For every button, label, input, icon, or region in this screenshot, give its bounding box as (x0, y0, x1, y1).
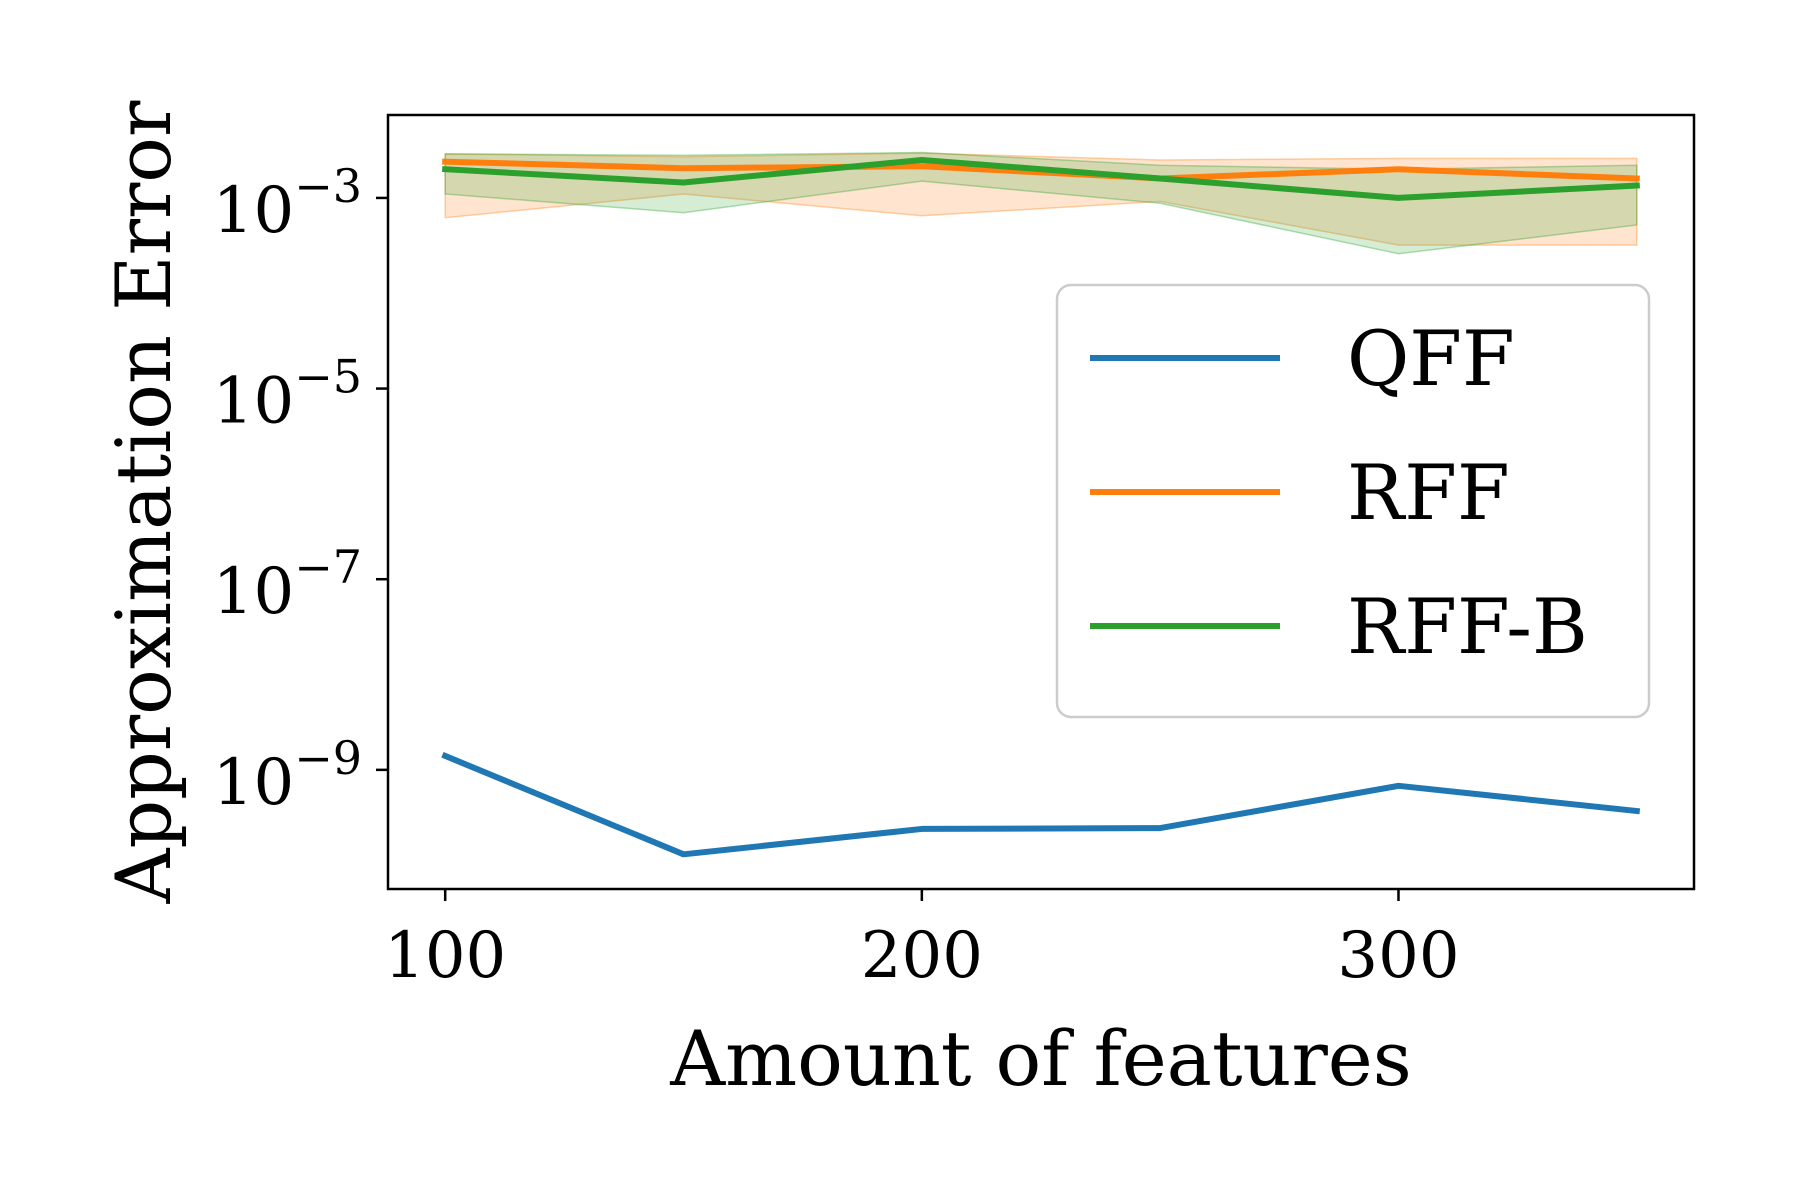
legend-label-rff-b: RFF-B (1347, 582, 1588, 671)
data-point-rff-b-250 (1157, 175, 1163, 181)
x-tick-label-200: 200 (861, 919, 983, 993)
legend-entries: QFF RFF RFF-B (1090, 314, 1588, 671)
x-tick-label-300: 300 (1337, 919, 1459, 993)
data-point-rff-b-300 (1395, 195, 1401, 201)
y-tick-label-10e-9: 10−9 (213, 731, 362, 820)
y-ticks-layer: 10−3 10−5 10−7 10−9 (213, 159, 388, 820)
data-point-rff-b-350 (1634, 183, 1640, 189)
data-point-rff-350 (1634, 175, 1640, 181)
data-point-rff-b-100 (442, 166, 448, 172)
x-tick-label-100: 100 (384, 919, 506, 993)
legend-label-qff: QFF (1347, 314, 1515, 403)
data-point-rff-200 (919, 163, 925, 169)
y-tick-label-10e-7: 10−7 (213, 540, 362, 629)
data-point-qff-200 (919, 826, 925, 832)
data-point-qff-350 (1634, 808, 1640, 814)
y-axis-label: Approximation Error (99, 100, 188, 904)
legend-box (1055, 283, 1651, 719)
lines-layer (441, 156, 1641, 858)
data-point-qff-150 (681, 851, 687, 857)
data-point-rff-b-150 (681, 180, 687, 186)
y-tick-label-10e-3: 10−3 (213, 159, 362, 248)
x-ticks-layer: 100 200 300 (384, 889, 1460, 993)
legend-label-rff: RFF (1347, 448, 1510, 537)
data-point-rff-300 (1395, 166, 1401, 172)
data-point-qff-100 (442, 753, 448, 759)
x-axis-label: Amount of features (669, 1014, 1412, 1103)
legend: QFF RFF RFF-B (1055, 283, 1651, 719)
data-point-qff-250 (1157, 825, 1163, 831)
data-point-qff-300 (1395, 783, 1401, 789)
series-line-rff (442, 158, 1640, 182)
data-point-rff-100 (442, 159, 448, 165)
data-point-rff-b-200 (919, 157, 925, 163)
plot-frame (386, 113, 1696, 891)
series-line-qff (441, 752, 1641, 858)
data-point-rff-150 (681, 165, 687, 171)
y-tick-label-10e-5: 10−5 (213, 350, 362, 439)
series-line-rff-b (442, 156, 1640, 201)
